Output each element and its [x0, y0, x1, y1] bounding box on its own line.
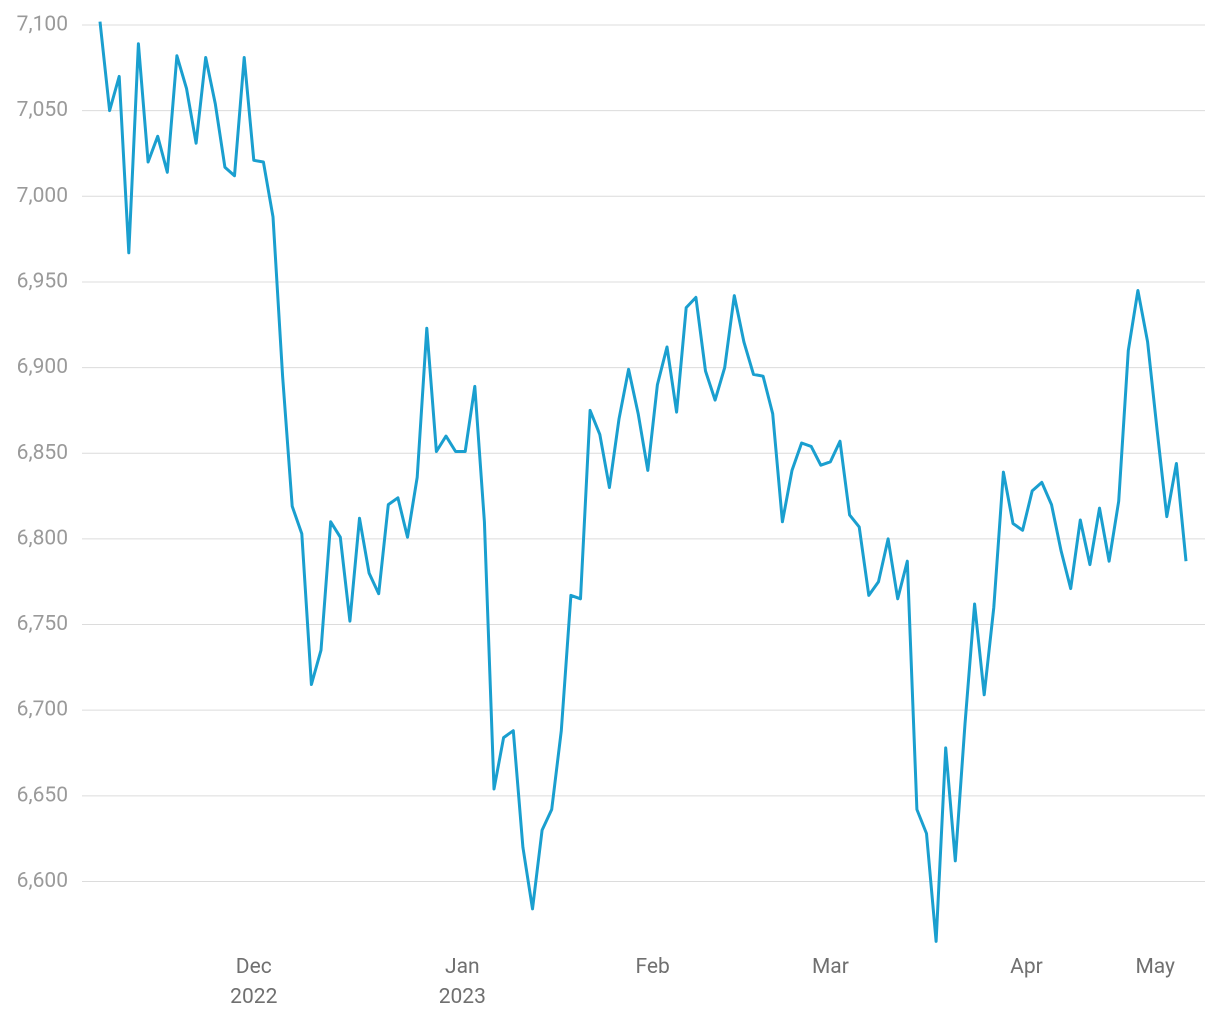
y-tick-label: 7,100	[17, 13, 68, 37]
y-tick-label: 6,950	[17, 269, 68, 293]
y-tick-label: 6,600	[17, 869, 68, 893]
y-tick-label: 6,700	[17, 698, 68, 722]
x-tick-label: May	[1135, 955, 1175, 979]
x-tick-label: Jan 2023	[438, 955, 486, 1009]
y-tick-label: 6,750	[17, 612, 68, 636]
x-tick-label: Dec 2022	[230, 955, 278, 1009]
y-tick-label: 6,650	[17, 783, 68, 807]
x-tick-label: Feb	[635, 955, 670, 979]
y-tick-label: 6,850	[17, 441, 68, 465]
y-tick-label: 6,900	[17, 355, 68, 379]
y-tick-label: 6,800	[17, 526, 68, 550]
y-tick-label: 7,000	[17, 184, 68, 208]
data-line	[98, 21, 1188, 943]
x-tick-label: Apr	[1010, 955, 1043, 979]
y-tick-label: 7,050	[17, 98, 68, 122]
x-tick-label: Mar	[811, 955, 849, 979]
